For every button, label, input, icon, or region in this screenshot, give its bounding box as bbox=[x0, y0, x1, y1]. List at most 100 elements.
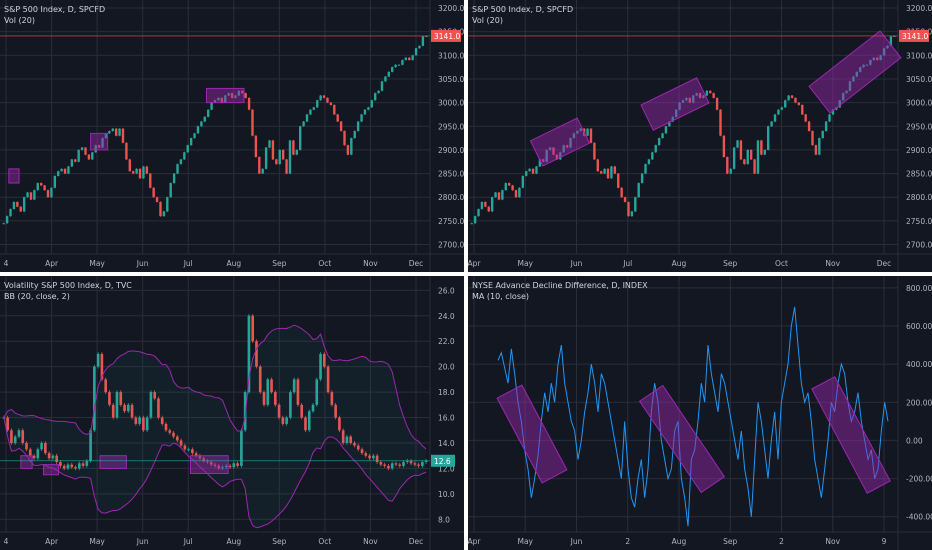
spx-left-x-tick: Oct bbox=[318, 259, 331, 268]
vix-candle bbox=[175, 436, 179, 441]
spx-left-y-tick: 2900.0 bbox=[438, 146, 464, 155]
vix-candle bbox=[338, 417, 341, 431]
vix-candle bbox=[240, 430, 243, 466]
chart-panel-vix[interactable]: 8.0 10.0 12.0 14.0 16.0 18.0 20.0 22.0 24.0 26.0 4… bbox=[0, 276, 464, 550]
spx-right-candle bbox=[528, 168, 531, 172]
spx-left-x-tick: Dec bbox=[409, 259, 424, 268]
chart-panel-spx-left[interactable]: 2700.0 2750.0 2800.0 2850.0 2900.0 2950.0 3000… bbox=[0, 0, 464, 272]
spx-right-candle bbox=[470, 223, 473, 225]
spx-right-candle bbox=[855, 71, 859, 77]
vix-candle bbox=[372, 455, 375, 459]
vix-candle bbox=[17, 430, 21, 437]
vix-candle bbox=[375, 455, 379, 463]
vix-candle bbox=[273, 392, 277, 405]
vix-candle bbox=[13, 436, 17, 443]
spx-right-candle bbox=[797, 102, 801, 105]
vix-last-price-label: 12.6 bbox=[434, 457, 451, 466]
spx-left-chart[interactable]: 2700.0 2750.0 2800.0 2850.0 2900.0 2950.0 3000… bbox=[0, 0, 464, 272]
vix-candle bbox=[202, 458, 206, 461]
vix-candle bbox=[387, 465, 390, 469]
vix-candle bbox=[85, 460, 89, 466]
spx-right-candle bbox=[562, 145, 565, 153]
spx-right-chart[interactable]: 2700.0 2750.0 2800.0 2850.0 2900.0 2950.0 3000… bbox=[468, 0, 932, 272]
vix-candle bbox=[51, 455, 55, 459]
vix-candle bbox=[40, 442, 43, 450]
spx-right-candle bbox=[838, 100, 841, 108]
spx-right-candle bbox=[555, 154, 559, 160]
vix-candle bbox=[198, 455, 202, 459]
spx-right-candle bbox=[552, 147, 555, 155]
nyse-ad-highlight-group bbox=[811, 376, 891, 494]
spx-right-candle bbox=[490, 197, 494, 212]
spx-left-y-tick: 3100.0 bbox=[438, 51, 464, 60]
vix-candle bbox=[402, 462, 405, 466]
spx-left-candle bbox=[63, 168, 67, 174]
nyse-ad-chart[interactable]: -400.00 -200.00 0.00 200.00 400.00 600.00 800.… bbox=[468, 276, 932, 550]
vix-x-tick: Dec bbox=[409, 537, 424, 546]
spx-left-candle bbox=[118, 128, 121, 136]
spx-right-x-tick: Nov bbox=[825, 259, 840, 268]
spx-right-y-tick: 2700.0 bbox=[906, 241, 932, 250]
panel-separator-horizontal[interactable] bbox=[0, 272, 932, 276]
spx-left-candle bbox=[57, 171, 60, 176]
vix-candle bbox=[209, 462, 213, 465]
vix-candle bbox=[277, 404, 281, 418]
spx-left-candle bbox=[166, 197, 169, 212]
spx-left-title: S&P 500 Index, D, SPCFD bbox=[4, 5, 106, 14]
spx-right-candle bbox=[787, 95, 790, 101]
nyse-ad-subtitle: MA (10, close) bbox=[472, 292, 530, 301]
spx-right-candle bbox=[729, 168, 732, 174]
vix-candle bbox=[323, 353, 326, 367]
spx-right-candle bbox=[756, 140, 760, 174]
spx-left-candle bbox=[302, 121, 305, 127]
spx-left-x-tick: Jul bbox=[183, 259, 193, 268]
spx-left-x-tick: Sep bbox=[272, 259, 286, 268]
vix-candle bbox=[217, 465, 221, 469]
spx-right-candle bbox=[521, 175, 525, 188]
vix-candle bbox=[292, 379, 296, 393]
vix-candle bbox=[108, 392, 111, 405]
vix-y-tick: 12.0 bbox=[438, 464, 455, 473]
spx-left-candle bbox=[36, 183, 39, 191]
spx-left-candle bbox=[285, 159, 288, 174]
spx-left-candle bbox=[312, 107, 316, 110]
spx-left-candle bbox=[234, 95, 237, 98]
spx-right-candle bbox=[671, 116, 674, 122]
spx-left-candle bbox=[309, 109, 312, 115]
nyse-ad-y-tick: -400.00 bbox=[906, 513, 932, 522]
spx-right-candle bbox=[882, 48, 886, 56]
vix-candle bbox=[315, 379, 319, 405]
spx-left-candle bbox=[12, 201, 16, 210]
spx-left-candle bbox=[418, 45, 421, 49]
spx-right-candle bbox=[572, 133, 576, 139]
spx-right-candle bbox=[743, 159, 746, 165]
spx-left-last-price-label: 3141.0 bbox=[434, 32, 460, 41]
spx-left-candle bbox=[135, 168, 138, 174]
vix-candle bbox=[405, 460, 409, 463]
vix-candle bbox=[356, 445, 360, 450]
spx-left-candle bbox=[138, 168, 142, 179]
vix-candle bbox=[21, 430, 25, 443]
spx-right-candle bbox=[576, 131, 579, 134]
spx-left-y-tick: 2950.0 bbox=[438, 122, 464, 131]
spx-left-highlight-box bbox=[205, 87, 245, 104]
vix-candle bbox=[44, 442, 47, 454]
spx-left-y-tick: 2800.0 bbox=[438, 193, 464, 202]
spx-right-candle bbox=[484, 201, 487, 207]
spx-left-candle bbox=[278, 149, 281, 165]
spx-right-candle bbox=[610, 166, 613, 179]
vix-chart[interactable]: 8.0 10.0 12.0 14.0 16.0 18.0 20.0 22.0 24.0 26.0 4… bbox=[0, 276, 464, 550]
spx-right-y-tick: 3200.0 bbox=[906, 4, 932, 13]
vix-candle bbox=[360, 449, 364, 454]
nyse-ad-highlight-box bbox=[638, 384, 726, 494]
vix-candle bbox=[100, 353, 104, 380]
vix-candle bbox=[187, 449, 190, 451]
vix-x-tick: Apr bbox=[45, 537, 59, 546]
vix-x-tick: Sep bbox=[272, 537, 286, 546]
chart-panel-spx-right[interactable]: 2700.0 2750.0 2800.0 2850.0 2900.0 2950.0 3000… bbox=[468, 0, 932, 272]
spx-left-candle bbox=[220, 97, 224, 103]
spx-left-candle bbox=[210, 102, 213, 110]
vix-candle bbox=[326, 366, 330, 393]
spx-left-y-tick: 3200.0 bbox=[438, 4, 464, 13]
chart-panel-nyse-ad[interactable]: -400.00 -200.00 0.00 200.00 400.00 600.00 800.… bbox=[468, 276, 932, 550]
